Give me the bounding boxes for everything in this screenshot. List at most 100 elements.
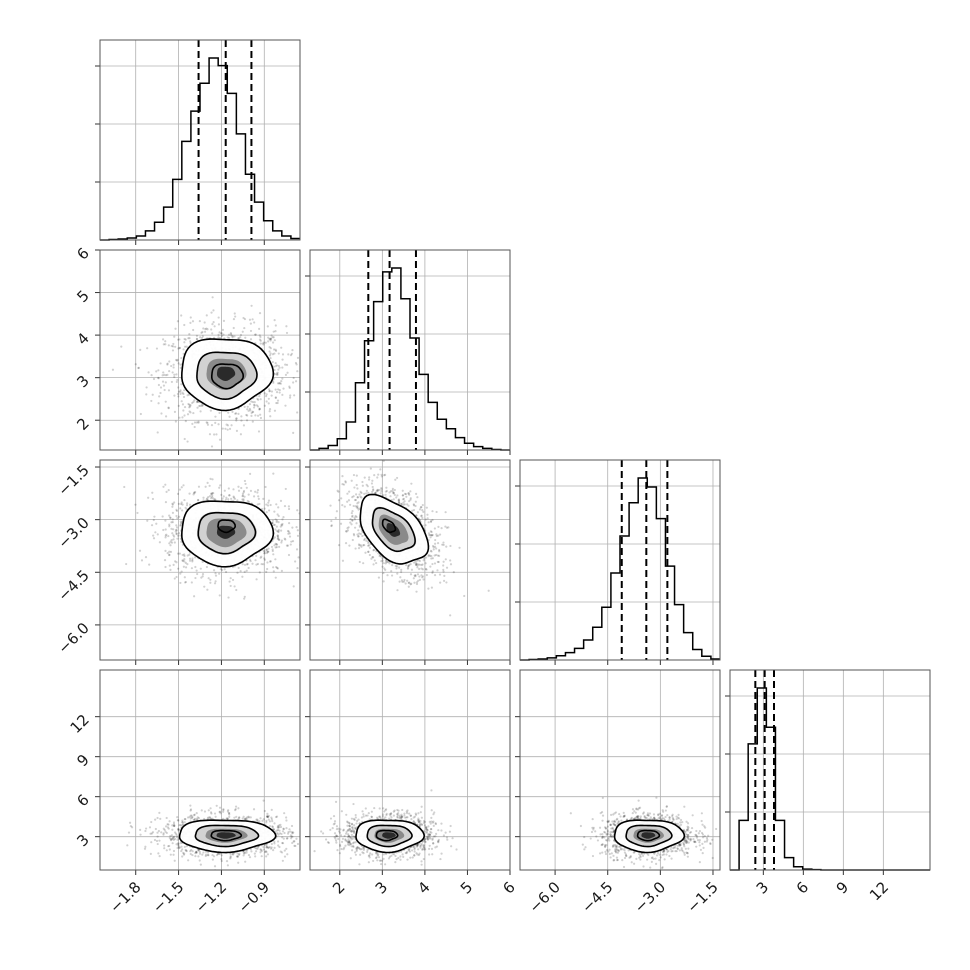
- scatter-point: [438, 533, 442, 536]
- scatter-point: [199, 410, 202, 413]
- scatter-point: [209, 578, 212, 581]
- scatter-point: [219, 484, 222, 487]
- scatter-point: [191, 559, 194, 562]
- scatter-point: [165, 831, 168, 835]
- scatter-point: [139, 833, 142, 836]
- scatter-point: [144, 556, 148, 559]
- scatter-point: [277, 364, 280, 368]
- scatter-point: [436, 560, 439, 564]
- scatter-point: [166, 363, 169, 366]
- scatter-point: [181, 821, 184, 824]
- scatter-point: [206, 423, 210, 426]
- scatter-point: [278, 545, 281, 548]
- scatter-point: [276, 840, 280, 843]
- scatter-point: [284, 363, 287, 366]
- scatter-point: [247, 493, 250, 496]
- scatter-point: [226, 428, 229, 431]
- scatter-point: [243, 405, 246, 408]
- scatter-point: [350, 511, 353, 515]
- scatter-point: [202, 496, 205, 499]
- scatter-point: [180, 314, 183, 317]
- scatter-point: [189, 316, 192, 319]
- scatter-point: [289, 354, 293, 357]
- scatter-point: [358, 493, 361, 496]
- scatter-point: [445, 581, 448, 584]
- scatter-point: [218, 572, 221, 575]
- scatter-point: [181, 403, 185, 406]
- scatter-point: [281, 522, 284, 526]
- scatter-point: [405, 563, 408, 567]
- scatter-point: [178, 532, 181, 535]
- scatter-point: [179, 366, 182, 370]
- scatter-point: [281, 859, 284, 862]
- scatter-point: [169, 837, 172, 841]
- scatter-point: [284, 538, 287, 541]
- scatter-point: [246, 408, 249, 411]
- scatter-point: [265, 400, 268, 403]
- scatter-point: [372, 556, 375, 559]
- scatter-point: [407, 492, 410, 495]
- scatter-point: [256, 491, 259, 494]
- scatter-point: [357, 546, 361, 550]
- scatter-point: [146, 347, 149, 350]
- scatter-point: [210, 445, 214, 448]
- scatter-point: [270, 846, 273, 849]
- scatter-point: [267, 509, 271, 512]
- scatter-point: [271, 360, 274, 364]
- scatter-point: [431, 544, 435, 548]
- scatter-point: [226, 810, 230, 813]
- scatter-point: [302, 536, 304, 538]
- scatter-point: [270, 394, 273, 397]
- scatter-point: [276, 371, 279, 374]
- scatter-point: [228, 336, 231, 340]
- scatter-point: [182, 484, 185, 487]
- scatter-point: [164, 536, 167, 539]
- scatter-point: [177, 829, 180, 832]
- scatter-point: [360, 496, 363, 499]
- scatter-point: [159, 391, 162, 395]
- scatter-point: [349, 517, 352, 521]
- scatter-point: [177, 362, 180, 365]
- scatter-point: [273, 352, 276, 355]
- scatter-point: [154, 531, 157, 534]
- scatter-point: [228, 493, 231, 497]
- scatter-point: [273, 840, 276, 843]
- scatter-point: [284, 487, 287, 491]
- scatter-point: [272, 849, 275, 852]
- scatter-point: [360, 491, 363, 495]
- scatter-point: [407, 581, 410, 585]
- scatter-point: [177, 390, 180, 393]
- scatter-point: [189, 404, 192, 407]
- scatter-point: [264, 341, 267, 344]
- scatter-point: [275, 364, 279, 367]
- scatter-point: [255, 404, 258, 407]
- scatter-point: [269, 560, 272, 563]
- scatter-point: [268, 408, 272, 411]
- scatter-point: [222, 333, 225, 336]
- scatter-point: [176, 526, 179, 529]
- scatter-point: [352, 504, 355, 508]
- scatter-point: [376, 476, 379, 479]
- scatter-point: [163, 388, 166, 392]
- scatter-point: [195, 569, 198, 572]
- scatter-point: [276, 534, 279, 537]
- scatter-point: [150, 524, 154, 527]
- scatter-point: [402, 497, 406, 500]
- scatter-point: [266, 550, 270, 553]
- scatter-point: [236, 571, 239, 574]
- panel-grid: [95, 40, 300, 245]
- scatter-point: [206, 421, 209, 425]
- scatter-point: [208, 494, 212, 498]
- scatter-point: [179, 520, 182, 523]
- scatter-point: [372, 488, 375, 491]
- scatter-point: [152, 534, 155, 537]
- scatter-point: [289, 543, 292, 546]
- scatter-point: [234, 412, 237, 415]
- scatter-point: [210, 311, 213, 314]
- scatter-point: [258, 334, 261, 337]
- scatter-point: [414, 575, 417, 578]
- scatter-point: [163, 559, 167, 562]
- contour-line: [359, 493, 430, 565]
- scatter-point: [183, 345, 187, 348]
- scatter-point: [418, 575, 421, 578]
